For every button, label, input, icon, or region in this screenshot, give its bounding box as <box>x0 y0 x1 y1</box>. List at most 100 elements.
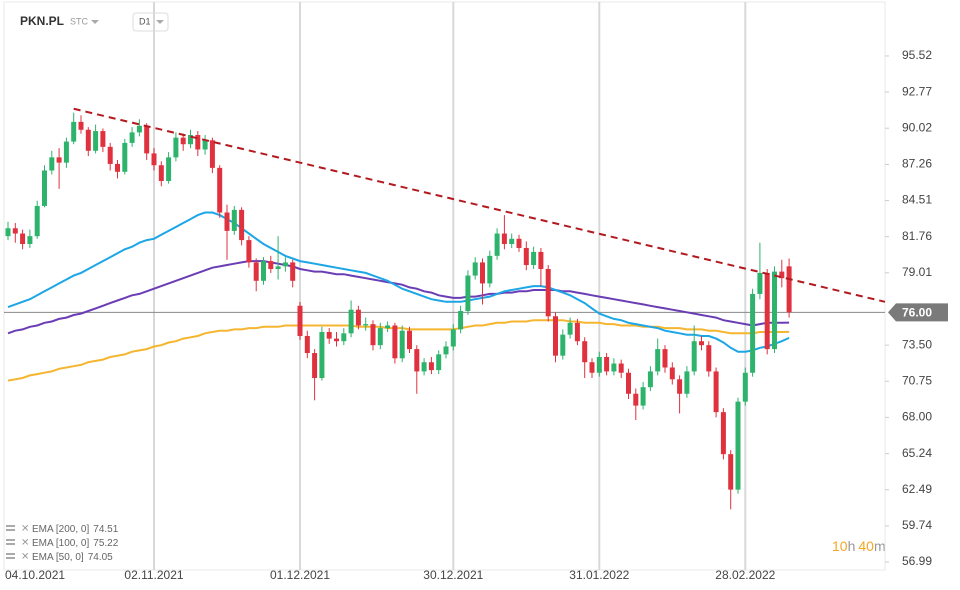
candle-body <box>436 354 442 371</box>
legend-icon[interactable] <box>6 529 15 531</box>
candle-body <box>545 268 551 317</box>
candle-body <box>202 140 208 150</box>
legend-icon[interactable] <box>6 539 15 541</box>
candle-body <box>567 322 573 335</box>
legend-icon[interactable] <box>6 525 15 527</box>
candle-body <box>443 346 449 355</box>
legend-value: 74.51 <box>93 524 118 535</box>
candle-body <box>290 262 296 281</box>
market[interactable]: STC <box>70 16 89 26</box>
candle-body <box>78 121 84 130</box>
candle-body <box>377 328 383 346</box>
x-tick-label: 30.12.2021 <box>423 568 483 582</box>
candle-body <box>209 140 215 168</box>
y-tick-label: 56.99 <box>902 554 932 568</box>
candle-body <box>764 272 770 350</box>
legend-icon[interactable] <box>6 543 15 545</box>
candle-body <box>399 330 405 359</box>
candle-body <box>355 309 361 326</box>
candle-body <box>720 412 726 455</box>
candle-body <box>144 125 150 154</box>
candle-body <box>63 141 69 163</box>
legend-close: ✕ <box>21 552 29 563</box>
y-tick-label: 84.51 <box>902 193 932 207</box>
candle-body <box>348 309 354 334</box>
candle-body <box>42 170 47 206</box>
candle-body <box>655 349 661 372</box>
y-tick-label: 81.76 <box>902 229 932 243</box>
legend-entry: EMA [50, 0] 74.05 <box>32 552 113 563</box>
candle-body <box>713 371 719 413</box>
candle-body <box>553 316 558 356</box>
candle-body <box>509 238 515 245</box>
candle-body <box>428 362 434 371</box>
candle-body <box>312 353 318 378</box>
candle-body <box>49 157 55 171</box>
candle-body <box>501 233 507 245</box>
x-tick-label: 04.10.2021 <box>5 568 65 582</box>
candle-body <box>56 157 62 163</box>
candle-body <box>334 338 339 342</box>
candle-body <box>779 271 785 279</box>
interval[interactable]: D1 <box>139 16 151 26</box>
legend-close: ✕ <box>21 538 29 549</box>
legend-icon[interactable] <box>6 553 15 555</box>
symbol: PKN.PL <box>20 14 64 28</box>
candle-body <box>27 236 33 245</box>
candle-body <box>735 401 741 490</box>
candle-body <box>465 275 471 312</box>
interval-box[interactable] <box>132 12 169 32</box>
candle-body <box>458 311 464 330</box>
candle-body <box>341 333 347 342</box>
legend-entry: EMA [200, 0] 74.51 <box>32 524 119 535</box>
candle-body <box>261 261 266 281</box>
candle-body <box>699 341 704 346</box>
candle-body <box>100 131 106 147</box>
legend-value: 75.22 <box>93 538 118 549</box>
legend-icon[interactable] <box>6 557 15 559</box>
candle-body <box>275 266 281 269</box>
y-tick-label: 79.01 <box>902 265 932 279</box>
candle-body <box>136 125 142 133</box>
candle-body <box>618 363 624 373</box>
candle-body <box>34 205 40 237</box>
candle-body <box>728 454 734 490</box>
candle-body <box>224 212 230 231</box>
candle-body <box>93 131 99 151</box>
candle-body <box>195 135 201 150</box>
market-caret[interactable] <box>91 20 99 24</box>
trend-line <box>73 107 886 303</box>
candle-body <box>239 209 245 241</box>
y-tick-label: 65.24 <box>902 446 932 460</box>
candle-body <box>385 325 391 329</box>
candle-body <box>173 137 179 158</box>
candle-body <box>151 153 157 166</box>
legend-entry: EMA [100, 0] 75.22 <box>32 538 119 549</box>
candle-body <box>12 228 18 234</box>
candle-body <box>450 329 456 347</box>
candle-body <box>604 356 610 372</box>
candle-body <box>772 271 777 350</box>
legend-value: 74.05 <box>88 552 113 563</box>
candle-body <box>611 363 617 372</box>
candle-body <box>786 266 792 313</box>
x-tick-label: 02.11.2021 <box>124 568 183 582</box>
candle-body <box>319 332 325 378</box>
candle-body <box>5 228 11 237</box>
candle-body <box>20 233 26 245</box>
candle-body <box>166 157 172 181</box>
y-tick-label: 68.00 <box>902 410 932 424</box>
candle-body <box>158 165 164 181</box>
y-tick-label: 59.74 <box>902 518 932 532</box>
candle-body <box>115 163 120 172</box>
candle-body <box>392 325 398 359</box>
plot-border <box>3 1 886 571</box>
candle-body <box>253 262 259 281</box>
candle-body <box>626 372 631 394</box>
countdown-minutes: 40 <box>858 538 874 554</box>
candle-body <box>589 362 595 373</box>
legend-name: EMA [50, 0] <box>32 552 84 563</box>
candle-body <box>414 349 420 372</box>
candle-body <box>538 251 544 269</box>
